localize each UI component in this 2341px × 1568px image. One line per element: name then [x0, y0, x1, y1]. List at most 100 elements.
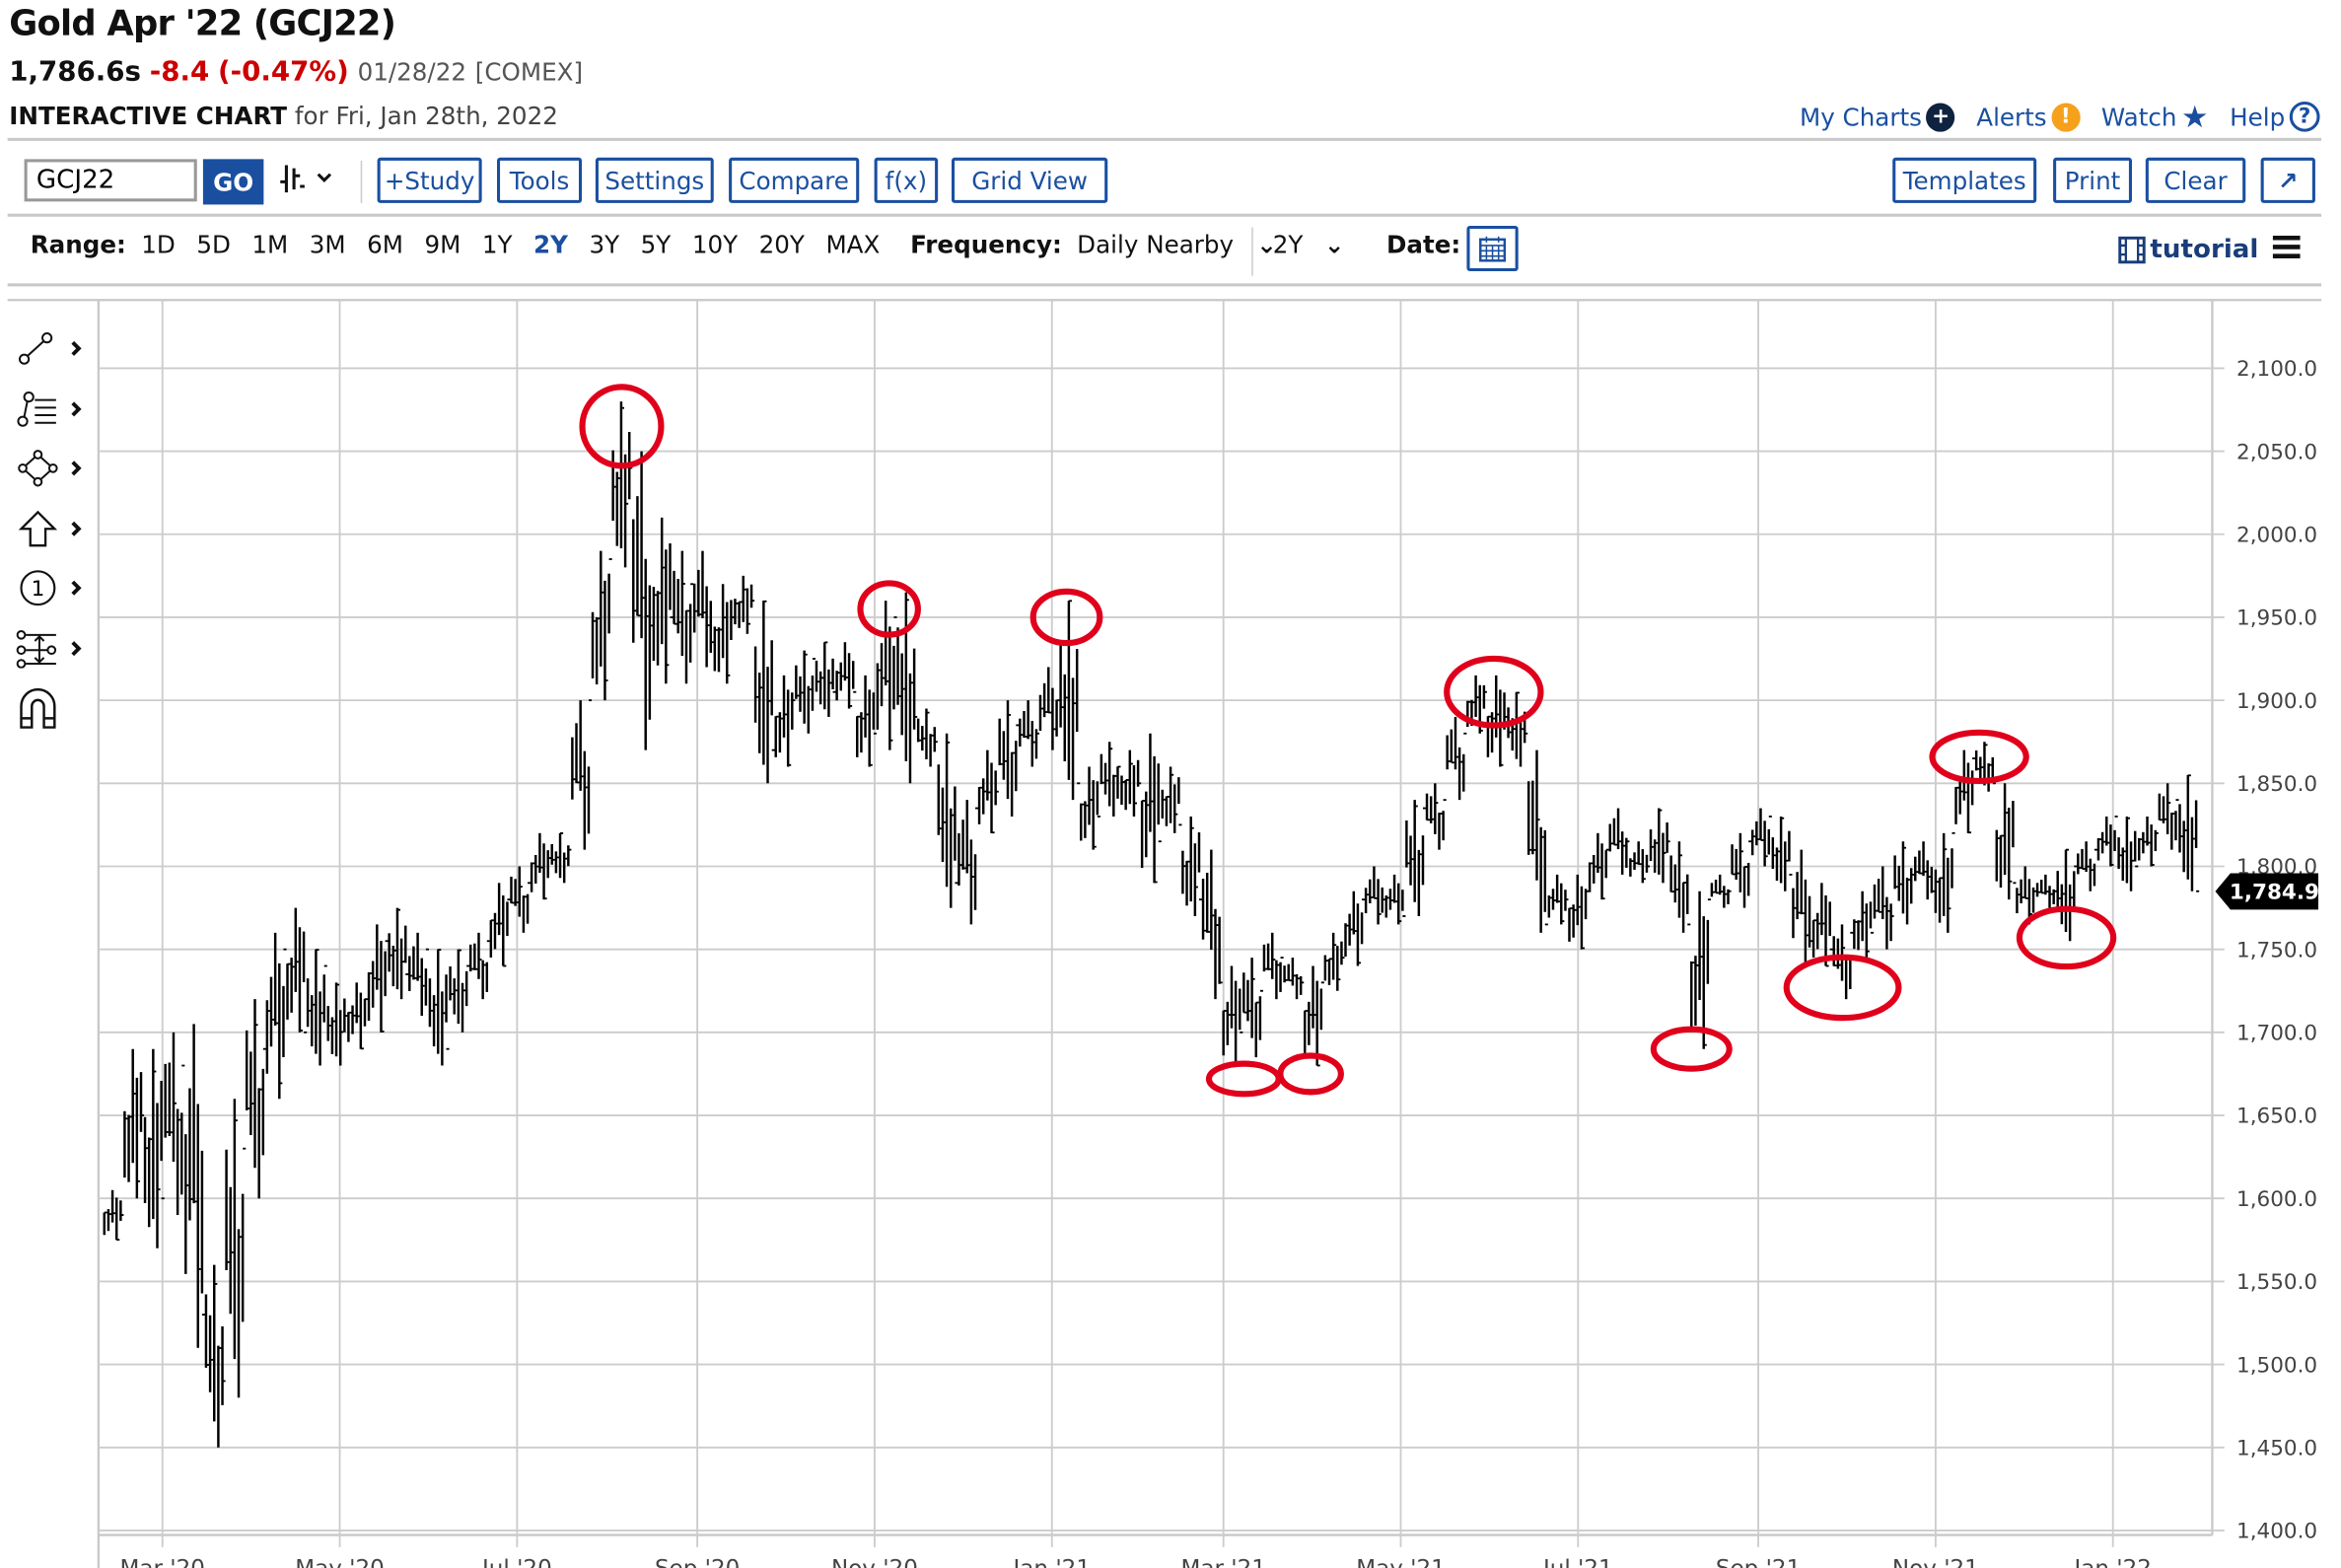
ohlc-bar	[347, 982, 369, 1050]
ohlc-bar	[164, 1032, 185, 1216]
range-2y[interactable]: 2Y	[533, 230, 568, 259]
divider	[7, 137, 2322, 141]
tutorial-link[interactable]: tutorial	[2118, 235, 2258, 265]
ohlc-bar	[530, 832, 551, 900]
expand-button[interactable]: ↗	[2260, 157, 2315, 203]
marker-tool-button[interactable]: 1	[15, 565, 91, 610]
range-1m[interactable]: 1M	[251, 230, 289, 259]
settings-button[interactable]: Settings	[595, 157, 714, 203]
ohlc-bar	[916, 708, 938, 767]
clear-button[interactable]: Clear	[2145, 157, 2246, 203]
measure-tool-button[interactable]	[15, 626, 91, 672]
y-tick-label: 1,750.0	[2236, 938, 2317, 962]
ohlc-bar	[958, 800, 979, 925]
ohlc-bar	[306, 949, 327, 1066]
templates-button[interactable]: Templates	[1892, 157, 2037, 203]
watch-link[interactable]: Watch ★	[2101, 99, 2209, 135]
y-tick-label: 1,900.0	[2236, 689, 2317, 714]
last-price-label: 1,784.9	[2230, 881, 2319, 905]
range-20y[interactable]: 20Y	[758, 230, 805, 259]
period-dropdown[interactable]: 2Y ⌄	[1273, 231, 1345, 259]
y-tick-label: 1,550.0	[2236, 1270, 2317, 1295]
annotation-ellipse	[1783, 954, 1902, 1022]
range-6m[interactable]: 6M	[367, 230, 403, 259]
ohlc-bar	[692, 550, 714, 668]
magnet-tool-button[interactable]	[15, 685, 91, 731]
range-9m[interactable]: 9M	[424, 230, 461, 259]
ohlc-bar	[1242, 958, 1263, 1058]
top-links: My Charts + Alerts! Watch ★ Help?	[1800, 99, 2320, 135]
ohlc-bar	[2117, 816, 2139, 891]
last-price: 1,786.6s	[9, 55, 141, 89]
chart-subtitle: INTERACTIVE CHART for Fri, Jan 28th, 202…	[9, 102, 558, 130]
range-10y[interactable]: 10Y	[691, 230, 739, 259]
ohlc-bar	[1222, 965, 1243, 1067]
ohlc-bar	[449, 949, 470, 1033]
ohlc-bar	[753, 600, 775, 784]
range-1d[interactable]: 1D	[141, 230, 176, 259]
ohlc-bar	[1038, 667, 1060, 750]
annotation-ellipse	[1444, 655, 1544, 729]
ohlc-bar	[1181, 816, 1203, 916]
y-tick-label: 1,850.0	[2236, 772, 2317, 797]
range-label: Range:	[30, 230, 126, 259]
ohlc-bar	[835, 642, 857, 709]
question-circle-icon: ?	[2289, 101, 2320, 132]
y-tick-label: 2,000.0	[2236, 523, 2317, 547]
my-charts-label: My Charts	[1799, 102, 1922, 131]
ohlc-bar	[184, 1024, 205, 1348]
line-tool-icon	[18, 332, 53, 365]
range-5d[interactable]: 5D	[196, 230, 231, 259]
ohlc-bar	[1771, 816, 1793, 891]
x-tick-label: Sep '20	[655, 1556, 740, 1568]
x-tick-label: Mar '21	[1180, 1556, 1265, 1568]
range-3y[interactable]: 3Y	[589, 230, 620, 259]
shape-tool-button[interactable]	[15, 446, 91, 491]
ohlc-bar	[1526, 749, 1548, 933]
fx-button[interactable]: f(x)	[874, 157, 939, 203]
arrow-tool-button[interactable]	[15, 506, 91, 551]
x-tick-label: Jul '21	[1541, 1556, 1613, 1568]
ohlc-bar	[1629, 841, 1651, 884]
range-3m[interactable]: 3M	[309, 230, 346, 259]
ohlc-bar	[1669, 841, 1691, 933]
study-button[interactable]: +Study	[377, 157, 482, 203]
tools-button[interactable]: Tools	[497, 157, 583, 203]
grid	[7, 299, 2322, 1568]
ohlc-bar	[795, 650, 816, 734]
subtitle-date: for Fri, Jan 28th, 2022	[294, 101, 558, 131]
ohlc-bar	[977, 749, 999, 834]
print-button[interactable]: Print	[2053, 157, 2132, 203]
ohlc-bar	[550, 831, 572, 884]
ohlc-bar	[1649, 808, 1670, 884]
annotation-ellipse	[1650, 1026, 1733, 1072]
date-picker-button[interactable]	[1466, 225, 1519, 272]
range-max[interactable]: MAX	[825, 230, 881, 259]
fib-tool-button[interactable]	[15, 387, 91, 432]
ohlc-bar	[1893, 841, 1915, 925]
ohlc-bar	[1344, 891, 1366, 966]
compare-button[interactable]: Compare	[729, 157, 860, 203]
ohlc-bar	[408, 932, 429, 1017]
ohlc-bar	[428, 949, 450, 1066]
chart-type-dropdown[interactable]	[279, 161, 336, 205]
annotation-ellipse	[579, 384, 665, 469]
page-title: Gold Apr '22 (GCJ22)	[9, 4, 396, 44]
chevron-down-icon: ⌄	[1256, 230, 1277, 259]
frequency-dropdown[interactable]: Daily Nearby ⌄	[1077, 231, 1277, 259]
hamburger-menu-icon[interactable]	[2270, 232, 2304, 268]
help-link[interactable]: Help?	[2230, 101, 2320, 132]
range-1y[interactable]: 1Y	[481, 230, 513, 259]
my-charts-link[interactable]: My Charts +	[1799, 102, 1955, 131]
symbol-input[interactable]	[24, 159, 197, 202]
ohlc-bar	[1750, 808, 1772, 867]
annotation-ellipse	[1029, 588, 1103, 647]
range-5y[interactable]: 5Y	[640, 230, 672, 259]
go-button[interactable]: GO	[202, 159, 264, 205]
ohlc-bar	[611, 401, 633, 568]
line-tool-button[interactable]	[15, 325, 91, 371]
grid-view-button[interactable]: Grid View	[951, 157, 1108, 203]
ohlc-bar	[815, 641, 836, 717]
alerts-link[interactable]: Alerts!	[1976, 102, 2081, 131]
